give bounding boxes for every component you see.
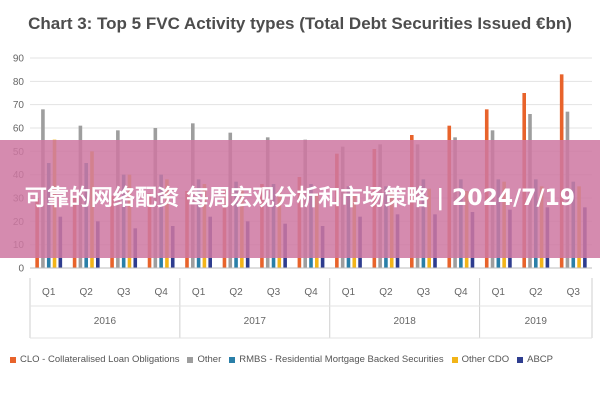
x-tick-label: Q4 <box>154 287 168 298</box>
y-tick-label: 90 <box>13 54 25 65</box>
x-tick-label: Q3 <box>117 287 131 298</box>
legend-label: CLO - Collateralised Loan Obligations <box>20 354 180 365</box>
legend-swatch <box>229 356 236 363</box>
legend-label: RMBS - Residential Mortgage Backed Secur… <box>239 354 444 365</box>
y-tick-label: 0 <box>18 264 24 275</box>
legend-label: Other CDO <box>461 354 510 365</box>
x-tick-label: Q2 <box>229 287 243 298</box>
x-tick-label: Q4 <box>304 287 318 298</box>
x-tick-label: Q3 <box>417 287 431 298</box>
watermark-text: 可靠的网络配资 每周宏观分析和市场策略 | 2024/7/19 <box>24 186 576 212</box>
x-tick-label: Q2 <box>80 287 94 298</box>
legend-item: RMBS - Residential Mortgage Backed Secur… <box>229 354 444 365</box>
x-tick-label: Q1 <box>42 287 56 298</box>
legend-swatch <box>10 356 16 363</box>
x-tick-label: Q1 <box>192 287 206 298</box>
y-tick-label: 60 <box>13 124 25 135</box>
legend-item: ABCP <box>517 354 553 365</box>
x-tick-label: Q1 <box>342 287 356 298</box>
x-tick-label: Q2 <box>379 287 393 298</box>
legend-swatch <box>451 356 458 363</box>
legend-item: Other <box>187 354 221 365</box>
year-label: 2016 <box>94 316 117 327</box>
y-tick-label: 70 <box>13 100 25 111</box>
legend-swatch <box>517 356 524 363</box>
legend-item: Other CDO <box>451 354 510 365</box>
legend-label: ABCP <box>527 354 553 365</box>
year-label: 2019 <box>525 316 548 327</box>
chart-legend: CLO - Collateralised Loan Obligations Oth… <box>10 354 595 365</box>
year-label: 2018 <box>394 316 417 327</box>
x-tick-label: Q4 <box>454 287 468 298</box>
legend-swatch <box>187 356 194 363</box>
year-label: 2017 <box>244 316 267 327</box>
legend-item: CLO - Collateralised Loan Obligations <box>10 354 179 365</box>
legend-label: Other <box>197 354 222 365</box>
x-tick-label: Q1 <box>492 287 506 298</box>
x-tick-label: Q3 <box>267 287 281 298</box>
x-tick-label: Q2 <box>529 287 543 298</box>
x-tick-label: Q3 <box>567 287 581 298</box>
chart-title: Chart 3: Top 5 FVC Activity types (Total… <box>28 14 572 33</box>
y-tick-label: 80 <box>13 77 25 88</box>
watermark-banner: 可靠的网络配资 每周宏观分析和市场策略 | 2024/7/19 <box>0 140 600 258</box>
